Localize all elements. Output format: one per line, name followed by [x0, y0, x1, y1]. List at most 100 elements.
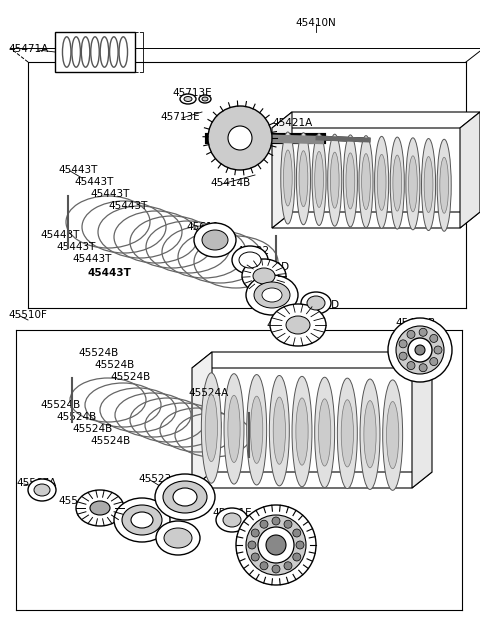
Text: 45524B: 45524B — [110, 372, 150, 382]
Ellipse shape — [180, 94, 196, 104]
Text: 45523D: 45523D — [298, 300, 339, 310]
Text: 45524C: 45524C — [76, 510, 117, 520]
Text: 45514A: 45514A — [234, 518, 274, 528]
Ellipse shape — [34, 484, 50, 496]
Ellipse shape — [242, 259, 286, 293]
Ellipse shape — [253, 268, 275, 284]
Ellipse shape — [247, 374, 267, 485]
Ellipse shape — [90, 501, 110, 515]
Ellipse shape — [131, 512, 153, 528]
Text: 45443T: 45443T — [72, 254, 111, 264]
Ellipse shape — [293, 553, 301, 561]
Text: 45412: 45412 — [158, 528, 191, 538]
Ellipse shape — [208, 106, 272, 170]
Ellipse shape — [163, 481, 207, 513]
Ellipse shape — [269, 376, 289, 486]
Ellipse shape — [258, 527, 294, 563]
Ellipse shape — [407, 362, 415, 370]
Ellipse shape — [286, 316, 310, 334]
Text: 45510F: 45510F — [8, 310, 47, 320]
Ellipse shape — [424, 156, 433, 213]
Ellipse shape — [173, 488, 197, 506]
Text: 45524B: 45524B — [78, 348, 118, 358]
Ellipse shape — [388, 318, 452, 382]
Text: 45424B: 45424B — [246, 284, 286, 294]
Ellipse shape — [228, 126, 252, 150]
Text: 45443T: 45443T — [90, 189, 130, 199]
Ellipse shape — [199, 95, 211, 103]
Ellipse shape — [28, 479, 56, 501]
Text: 45443T: 45443T — [40, 230, 79, 240]
Ellipse shape — [281, 132, 295, 224]
Text: 45523: 45523 — [138, 474, 171, 484]
Ellipse shape — [407, 330, 415, 338]
Ellipse shape — [301, 292, 331, 314]
Ellipse shape — [315, 151, 324, 208]
Ellipse shape — [260, 520, 268, 528]
Ellipse shape — [284, 562, 292, 570]
Ellipse shape — [343, 135, 358, 227]
Ellipse shape — [360, 379, 380, 490]
Ellipse shape — [386, 401, 399, 469]
Text: 45443T: 45443T — [56, 242, 96, 252]
Text: 45611: 45611 — [186, 222, 219, 232]
Polygon shape — [460, 112, 480, 228]
Ellipse shape — [408, 156, 417, 212]
Ellipse shape — [273, 397, 286, 464]
Text: 45443T: 45443T — [88, 268, 132, 278]
Text: 45443T: 45443T — [58, 165, 97, 175]
Ellipse shape — [283, 150, 292, 206]
Text: 45414B: 45414B — [210, 178, 250, 188]
Text: 45524B: 45524B — [94, 360, 134, 370]
Ellipse shape — [430, 335, 438, 342]
Ellipse shape — [437, 139, 451, 231]
Ellipse shape — [228, 395, 240, 463]
Text: 45524B: 45524B — [40, 400, 80, 410]
Ellipse shape — [246, 515, 306, 575]
Ellipse shape — [330, 152, 339, 208]
Ellipse shape — [202, 373, 221, 483]
Polygon shape — [192, 352, 432, 368]
Ellipse shape — [202, 230, 228, 250]
Ellipse shape — [359, 136, 373, 228]
Ellipse shape — [260, 562, 268, 570]
Ellipse shape — [377, 154, 386, 210]
Ellipse shape — [270, 304, 326, 346]
Ellipse shape — [399, 340, 407, 348]
Ellipse shape — [364, 401, 376, 468]
Ellipse shape — [262, 288, 282, 302]
Ellipse shape — [272, 565, 280, 573]
Ellipse shape — [251, 396, 263, 463]
Ellipse shape — [337, 378, 357, 488]
Text: 45511E: 45511E — [212, 508, 252, 518]
Ellipse shape — [430, 358, 438, 365]
Ellipse shape — [232, 246, 268, 274]
Ellipse shape — [341, 400, 353, 467]
Ellipse shape — [421, 138, 435, 231]
Ellipse shape — [434, 346, 442, 354]
Ellipse shape — [272, 517, 280, 525]
Ellipse shape — [440, 157, 448, 213]
Polygon shape — [272, 112, 480, 128]
Ellipse shape — [315, 378, 335, 488]
Ellipse shape — [396, 326, 444, 374]
Ellipse shape — [419, 363, 427, 372]
Ellipse shape — [292, 376, 312, 487]
Text: 45423D: 45423D — [248, 262, 289, 272]
Polygon shape — [272, 212, 480, 228]
Ellipse shape — [266, 535, 286, 555]
Ellipse shape — [156, 521, 200, 555]
Ellipse shape — [415, 345, 425, 355]
Ellipse shape — [202, 97, 208, 101]
Ellipse shape — [239, 252, 261, 268]
Ellipse shape — [393, 155, 402, 211]
Text: 45542D: 45542D — [58, 496, 99, 506]
Ellipse shape — [399, 352, 407, 360]
Ellipse shape — [312, 133, 326, 226]
Ellipse shape — [307, 296, 325, 310]
Text: 45713E: 45713E — [160, 112, 200, 122]
Text: 45524B: 45524B — [72, 424, 112, 434]
Ellipse shape — [236, 505, 316, 585]
Ellipse shape — [248, 541, 256, 549]
Bar — [55, 32, 135, 72]
